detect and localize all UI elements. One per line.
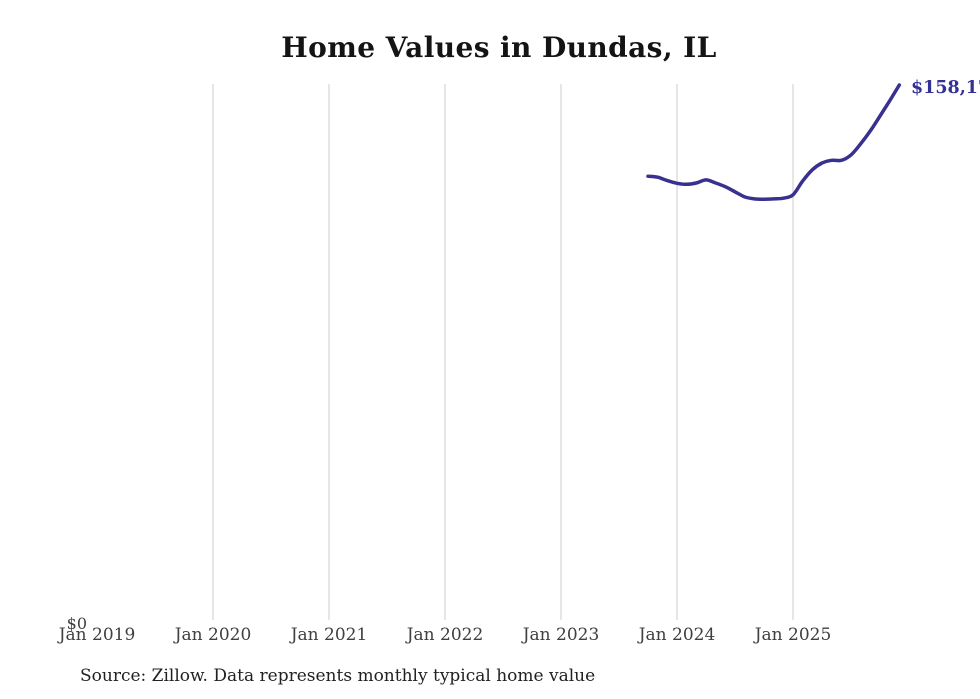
- x-tick-jan-2019: Jan 2019: [58, 625, 136, 645]
- y-axis-zero-label: $0: [66, 614, 87, 633]
- home-value-line: [646, 83, 902, 201]
- x-tick-jan-2024: Jan 2024: [638, 625, 716, 645]
- source-note: Source: Zillow. Data represents monthly …: [80, 666, 596, 686]
- x-tick-jan-2022: Jan 2022: [406, 625, 484, 645]
- latest-value-label: $158,17: [911, 78, 980, 98]
- x-tick-jan-2020: Jan 2020: [174, 625, 252, 645]
- vertical-gridlines: [212, 84, 794, 620]
- x-tick-jan-2025: Jan 2025: [754, 625, 832, 645]
- chart-title: Home Values in Dundas, IL: [281, 31, 717, 64]
- x-tick-jan-2021: Jan 2021: [290, 625, 368, 645]
- x-tick-jan-2023: Jan 2023: [522, 625, 600, 645]
